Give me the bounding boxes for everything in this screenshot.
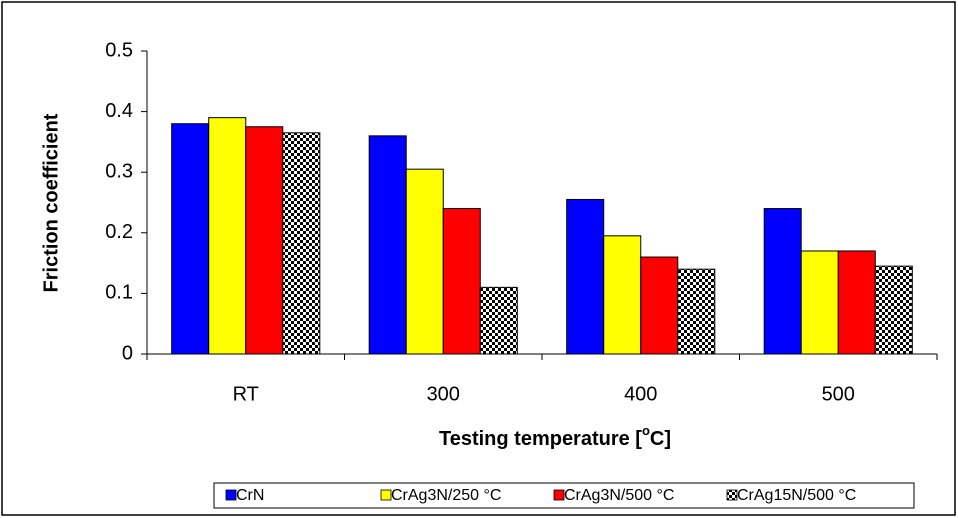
x-tick-label: 500 [822, 383, 855, 405]
bar [479, 286, 518, 355]
legend-swatch [225, 489, 237, 501]
y-axis-label: Friction coefficient [40, 113, 62, 292]
bar [368, 135, 407, 355]
legend-label: CrAg15N/500 °C [737, 487, 856, 504]
x-tick-label: 400 [624, 383, 657, 405]
y-tick-label: 0.4 [105, 100, 133, 122]
x-tick-label: 300 [427, 383, 460, 405]
x-axis-label: Testing temperature [oC] [439, 423, 671, 450]
bar [208, 117, 247, 355]
bar [171, 123, 210, 355]
legend-swatch [380, 489, 392, 501]
bar [442, 208, 481, 355]
bar [640, 256, 679, 355]
x-label-part: Testing temperature [ [439, 428, 642, 450]
x-label-sup: o [642, 423, 650, 438]
bar [603, 235, 642, 355]
y-tick-label: 0.3 [105, 160, 133, 182]
x-tick-label: RT [233, 383, 259, 405]
bar [677, 268, 716, 355]
legend-label: CrAg3N/500 °C [564, 487, 674, 504]
bar [566, 198, 605, 355]
legend-swatch [553, 489, 565, 501]
bar [245, 126, 284, 355]
y-tick-label: 0.5 [105, 39, 133, 61]
bar [837, 250, 876, 355]
legend-label: CrAg3N/250 °C [391, 487, 501, 504]
legend-label: CrN [236, 487, 264, 504]
bar [800, 250, 839, 355]
legend-swatch [726, 489, 738, 501]
bar [405, 168, 444, 355]
bar [874, 265, 913, 355]
y-tick-label: 0.2 [105, 221, 133, 243]
bar [763, 208, 802, 355]
x-label-part: C] [650, 428, 671, 450]
y-tick-label: 0.1 [105, 282, 133, 304]
y-tick-label: 0 [122, 342, 133, 364]
bar [282, 132, 321, 355]
